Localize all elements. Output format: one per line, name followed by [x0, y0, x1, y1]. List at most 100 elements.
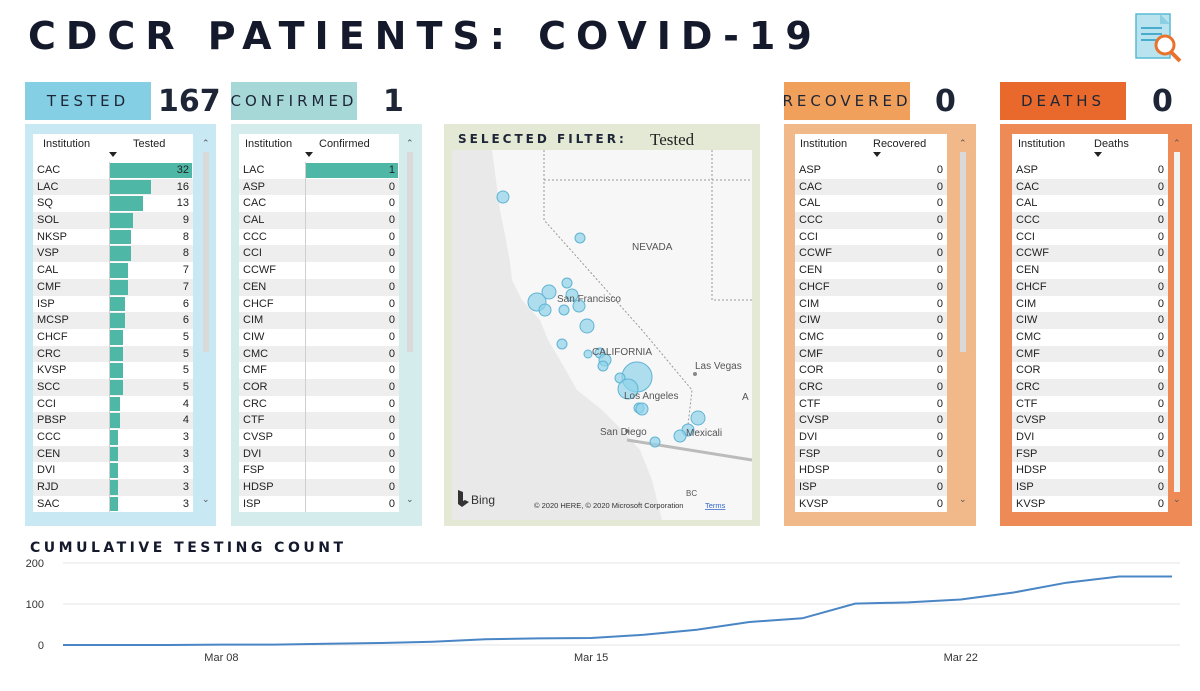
table-row[interactable]: CIW 0	[239, 329, 399, 346]
column-header-confirmed[interactable]: Confirmed	[319, 138, 370, 150]
table-row[interactable]: CCI 4	[33, 396, 193, 413]
table-row[interactable]: SCC 5	[33, 378, 193, 396]
table-row[interactable]: CCC 0	[1012, 212, 1168, 229]
table-row[interactable]: DVI 0	[795, 429, 947, 446]
table-row[interactable]: CMF 0	[795, 345, 947, 363]
table-row[interactable]: SAC 3	[33, 496, 193, 512]
table-row[interactable]: CCWF 0	[1012, 245, 1168, 263]
table-row[interactable]: CVSP 0	[239, 429, 399, 446]
table-row[interactable]: ISP 6	[33, 296, 193, 313]
scroll-thumb[interactable]	[960, 152, 966, 352]
table-row[interactable]: CVSP 0	[795, 412, 947, 429]
table-row[interactable]: RJD 3	[33, 479, 193, 496]
table-row[interactable]: COR 0	[239, 378, 399, 396]
column-header-institution[interactable]: Institution	[800, 138, 848, 150]
table-row[interactable]: DVI 3	[33, 462, 193, 479]
table-row[interactable]: CEN 3	[33, 445, 193, 463]
table-row[interactable]: CTF 0	[239, 412, 399, 429]
sort-descending-icon[interactable]	[1094, 152, 1102, 157]
table-row[interactable]: CMC 0	[1012, 329, 1168, 346]
table-row[interactable]: CEN 0	[239, 278, 399, 296]
column-header-institution[interactable]: Institution	[245, 138, 293, 150]
map-terms-link[interactable]: Terms	[705, 501, 726, 510]
table-row[interactable]: CAC 0	[1012, 178, 1168, 196]
table-row[interactable]: CRC 0	[1012, 378, 1168, 396]
column-header-recovered[interactable]: Recovered	[873, 138, 927, 150]
recovered-scrollbar[interactable]: ⌃ ⌄	[958, 138, 968, 504]
column-header-institution[interactable]: Institution	[43, 138, 91, 150]
confirmed-table[interactable]: Institution Confirmed LAC 1 ASP 0 CAC 0 CAL 0 CC…	[239, 134, 399, 512]
table-row[interactable]: CMF 0	[239, 362, 399, 379]
table-row[interactable]: CCI 0	[1012, 229, 1168, 246]
table-row[interactable]: ISP 0	[795, 479, 947, 496]
table-row[interactable]: HDSP 0	[1012, 462, 1168, 479]
scroll-up-icon[interactable]: ⌃	[406, 138, 414, 148]
table-row[interactable]: HDSP 0	[239, 479, 399, 496]
table-row[interactable]: CVSP 0	[1012, 412, 1168, 429]
table-row[interactable]: CHCF 5	[33, 329, 193, 346]
scroll-down-icon[interactable]: ⌄	[1173, 494, 1181, 504]
table-row[interactable]: DVI 0	[239, 445, 399, 463]
table-row[interactable]: CCC 0	[795, 212, 947, 229]
table-row[interactable]: COR 0	[795, 362, 947, 379]
table-row[interactable]: CAL 0	[795, 195, 947, 212]
table-row[interactable]: CHCF 0	[1012, 278, 1168, 296]
table-row[interactable]: CRC 0	[795, 378, 947, 396]
table-row[interactable]: CHCF 0	[239, 296, 399, 313]
table-row[interactable]: CMC 0	[239, 345, 399, 363]
table-row[interactable]: CEN 0	[795, 262, 947, 279]
scroll-thumb[interactable]	[1174, 152, 1180, 492]
scroll-up-icon[interactable]: ⌃	[202, 138, 210, 148]
table-row[interactable]: ISP 0	[1012, 479, 1168, 496]
column-header-tested[interactable]: Tested	[133, 138, 166, 150]
deaths-scrollbar[interactable]: ⌃ ⌄	[1172, 138, 1182, 504]
scroll-down-icon[interactable]: ⌄	[202, 494, 210, 504]
scroll-thumb[interactable]	[203, 152, 209, 352]
table-row[interactable]: CRC 0	[239, 396, 399, 413]
deaths-table[interactable]: Institution Deaths ASP 0 CAC 0 CAL 0 CCC 0 CCI 0 C…	[1012, 134, 1168, 512]
table-row[interactable]: CTF 0	[1012, 396, 1168, 413]
table-row[interactable]: CIW 0	[795, 312, 947, 329]
map-canvas[interactable]: NEVADA San Francisco CALIFORNIA Las Vega…	[452, 150, 752, 520]
map[interactable]: NEVADA San Francisco CALIFORNIA Las Vega…	[452, 150, 752, 520]
table-row[interactable]: LAC 16	[33, 178, 193, 196]
series-line-cumulative-tested[interactable]	[63, 575, 1172, 646]
sort-descending-icon[interactable]	[873, 152, 881, 157]
table-row[interactable]: CAC 0	[239, 195, 399, 212]
table-row[interactable]: SOL 9	[33, 212, 193, 229]
table-row[interactable]: CIM 0	[239, 312, 399, 329]
table-row[interactable]: LAC 1	[239, 162, 399, 179]
table-row[interactable]: CCI 0	[795, 229, 947, 246]
table-row[interactable]: FSP 0	[239, 462, 399, 479]
table-row[interactable]: KVSP 5	[33, 362, 193, 379]
cumulative-testing-chart[interactable]: 0 100 200 Mar 08 Mar 15 Mar 22	[0, 556, 1200, 686]
table-row[interactable]: KVSP 0	[1012, 496, 1168, 512]
table-row[interactable]: CAC 32	[33, 162, 193, 179]
table-row[interactable]: CMF 7	[33, 278, 193, 296]
table-row[interactable]: HDSP 0	[795, 462, 947, 479]
table-row[interactable]: ISP 0	[239, 496, 399, 512]
table-row[interactable]: COR 0	[1012, 362, 1168, 379]
table-row[interactable]: PBSP 4	[33, 412, 193, 429]
table-row[interactable]: CIM 0	[795, 296, 947, 313]
scroll-down-icon[interactable]: ⌄	[959, 494, 967, 504]
table-row[interactable]: SQ 13	[33, 195, 193, 212]
table-row[interactable]: CIW 0	[1012, 312, 1168, 329]
scroll-up-icon[interactable]: ⌃	[959, 138, 967, 148]
scroll-thumb[interactable]	[407, 152, 413, 352]
table-row[interactable]: CCWF 0	[239, 262, 399, 279]
table-row[interactable]: CCC 0	[239, 229, 399, 246]
table-row[interactable]: CCWF 0	[795, 245, 947, 263]
table-row[interactable]: CRC 5	[33, 345, 193, 363]
table-row[interactable]: ASP 0	[239, 178, 399, 196]
table-row[interactable]: CHCF 0	[795, 278, 947, 296]
table-row[interactable]: CAL 0	[239, 212, 399, 229]
table-row[interactable]: CCI 0	[239, 245, 399, 263]
table-row[interactable]: NKSP 8	[33, 229, 193, 246]
table-row[interactable]: CTF 0	[795, 396, 947, 413]
document-search-icon[interactable]	[1132, 12, 1184, 64]
table-row[interactable]: MCSP 6	[33, 312, 193, 329]
sort-descending-icon[interactable]	[109, 152, 117, 157]
table-row[interactable]: VSP 8	[33, 245, 193, 263]
table-row[interactable]: DVI 0	[1012, 429, 1168, 446]
